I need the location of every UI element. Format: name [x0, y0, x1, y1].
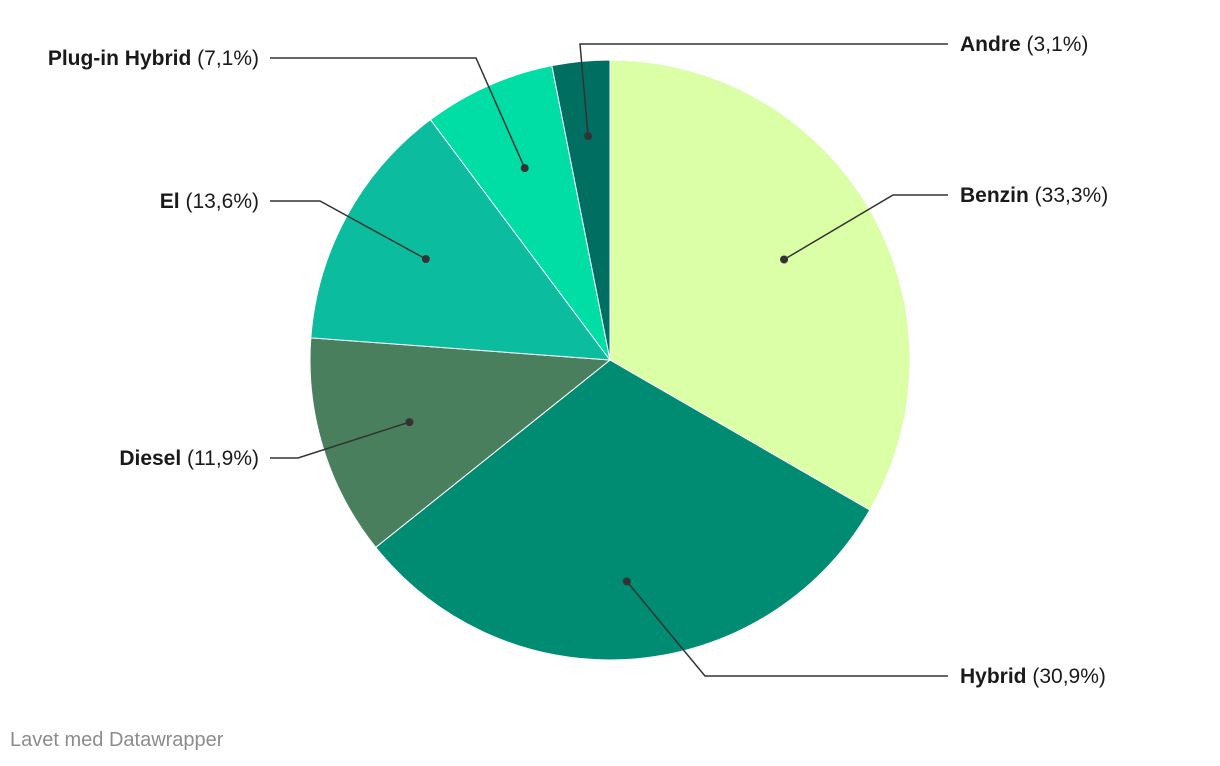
slice-label-name: Hybrid [960, 665, 1027, 688]
slice-label: Benzin (33,3%) [960, 184, 1108, 207]
pie-slice-benzin [609, 59, 911, 511]
slice-label-value: (7,1%) [191, 47, 259, 70]
leader-dot [622, 577, 631, 586]
leader-dot [421, 255, 430, 264]
slice-label-value: (11,9%) [181, 447, 259, 470]
leader-line [626, 580, 948, 677]
footer-credit: Lavet med Datawrapper [10, 729, 224, 751]
leader-lines [270, 43, 948, 677]
pie-slices [309, 59, 911, 661]
leader-line [579, 43, 948, 137]
slice-label: Hybrid (30,9%) [960, 665, 1106, 688]
slice-label-value: (3,1%) [1021, 33, 1089, 56]
leader-line [270, 57, 526, 169]
slice-label-name: Andre [960, 33, 1021, 56]
slice-label-name: El [160, 190, 180, 213]
leader-dot [520, 164, 529, 173]
leader-dot [584, 132, 593, 141]
slice-label: Diesel (11,9%) [119, 447, 259, 470]
pie-slice-diesel [309, 337, 612, 549]
slice-label: Plug-in Hybrid (7,1%) [48, 47, 259, 70]
leader-line [270, 421, 410, 459]
slice-label-value: (33,3%) [1029, 184, 1108, 207]
slice-label-name: Diesel [119, 447, 181, 470]
slice-label-value: (13,6%) [180, 190, 259, 213]
leader-line [783, 194, 948, 261]
slice-label-name: Benzin [960, 184, 1029, 207]
slice-label-value: (30,9%) [1027, 665, 1106, 688]
slice-label-name: Plug-in Hybrid [48, 47, 192, 70]
leader-dot [405, 418, 414, 427]
slice-label: El (13,6%) [160, 190, 259, 213]
leader-dot [780, 255, 789, 264]
slice-label: Andre (3,1%) [960, 33, 1088, 56]
pie-slice-hybrid [374, 359, 871, 661]
leader-line [270, 200, 427, 260]
slice-labels: Benzin (33,3%) Hybrid (30,9%) Diesel (11,9… [48, 33, 1108, 688]
